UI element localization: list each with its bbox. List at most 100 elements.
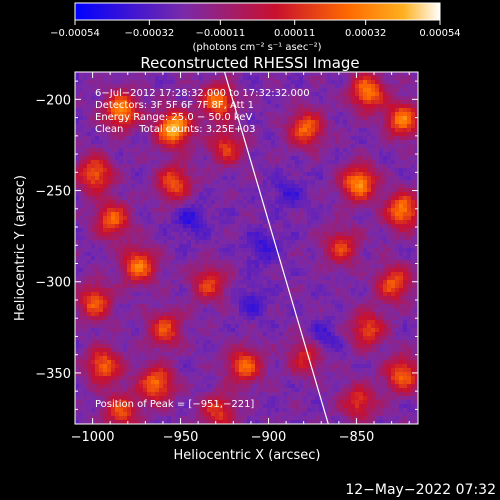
heatmap-cell	[375, 168, 380, 173]
heatmap-cell	[111, 168, 116, 173]
heatmap-cell	[187, 228, 192, 233]
heatmap-cell	[331, 180, 336, 185]
heatmap-cell	[271, 172, 276, 177]
heatmap-cell	[323, 176, 328, 181]
heatmap-cell	[203, 208, 208, 213]
heatmap-cell	[303, 116, 308, 121]
heatmap-cell	[91, 104, 96, 109]
heatmap-cell	[219, 164, 224, 169]
heatmap-cell	[307, 224, 312, 229]
heatmap-cell	[279, 156, 284, 161]
heatmap-cell	[211, 208, 216, 213]
heatmap-cell	[119, 120, 124, 125]
heatmap-cell	[123, 120, 128, 125]
heatmap-cell	[151, 276, 156, 281]
heatmap-cell	[403, 124, 408, 129]
heatmap-cell	[127, 248, 132, 253]
heatmap-cell	[119, 148, 124, 153]
heatmap-cell	[247, 120, 252, 125]
heatmap-cell	[99, 232, 104, 237]
heatmap-cell	[199, 156, 204, 161]
heatmap-cell	[259, 276, 264, 281]
heatmap-cell	[151, 76, 156, 81]
heatmap-cell	[183, 252, 188, 257]
heatmap-cell	[379, 84, 384, 89]
heatmap-cell	[115, 168, 120, 173]
heatmap-cell	[271, 252, 276, 257]
heatmap-cell	[375, 96, 380, 101]
heatmap-cell	[223, 204, 228, 209]
heatmap-cell	[255, 108, 260, 113]
heatmap-cell	[219, 284, 224, 289]
heatmap-cell	[291, 284, 296, 289]
heatmap-cell	[387, 176, 392, 181]
heatmap-cell	[303, 284, 308, 289]
heatmap-cell	[387, 208, 392, 213]
heatmap-cell	[235, 172, 240, 177]
heatmap-cell	[267, 296, 272, 301]
heatmap-cell	[155, 124, 160, 129]
heatmap-cell	[287, 280, 292, 285]
heatmap-cell	[271, 80, 276, 85]
heatmap-cell	[243, 232, 248, 237]
heatmap-cell	[95, 144, 100, 149]
heatmap-cell	[183, 192, 188, 197]
heatmap-cell	[347, 116, 352, 121]
heatmap-cell	[247, 256, 252, 261]
heatmap-cell	[127, 120, 132, 125]
heatmap-cell	[171, 136, 176, 141]
heatmap-cell	[371, 264, 376, 269]
heatmap-cell	[367, 212, 372, 217]
heatmap-cell	[407, 116, 412, 121]
heatmap-cell	[403, 156, 408, 161]
heatmap-cell	[387, 104, 392, 109]
heatmap-cell	[227, 200, 232, 205]
heatmap-cell	[283, 240, 288, 245]
heatmap-cell	[335, 216, 340, 221]
heatmap-cell	[367, 204, 372, 209]
heatmap-cell	[307, 140, 312, 145]
heatmap-cell	[127, 280, 132, 285]
heatmap-cell	[159, 232, 164, 237]
heatmap-cell	[151, 140, 156, 145]
heatmap-cell	[107, 232, 112, 237]
heatmap-cell	[259, 92, 264, 97]
heatmap-cell	[407, 92, 412, 97]
heatmap-cell	[203, 228, 208, 233]
heatmap-cell	[351, 196, 356, 201]
heatmap-cell	[395, 120, 400, 125]
heatmap-cell	[319, 144, 324, 149]
heatmap-cell	[123, 300, 128, 305]
heatmap-cell	[291, 128, 296, 133]
heatmap-cell	[139, 92, 144, 97]
heatmap-cell	[243, 200, 248, 205]
heatmap-cell	[419, 244, 424, 249]
heatmap-cell	[411, 268, 416, 273]
heatmap-cell	[187, 84, 192, 89]
heatmap-cell	[119, 280, 124, 285]
heatmap-cell	[223, 80, 228, 85]
heatmap-cell	[291, 160, 296, 165]
heatmap-cell	[271, 164, 276, 169]
heatmap-cell	[187, 216, 192, 221]
heatmap-cell	[407, 260, 412, 265]
heatmap-cell	[299, 216, 304, 221]
heatmap-cell	[311, 256, 316, 261]
heatmap-cell	[111, 192, 116, 197]
heatmap-cell	[95, 104, 100, 109]
heatmap-cell	[151, 92, 156, 97]
heatmap-cell	[207, 160, 212, 165]
heatmap-cell	[307, 268, 312, 273]
heatmap-cell	[383, 124, 388, 129]
heatmap-cell	[303, 156, 308, 161]
heatmap-cell	[403, 276, 408, 281]
heatmap-cell	[243, 116, 248, 121]
heatmap-cell	[363, 216, 368, 221]
heatmap-cell	[207, 88, 212, 93]
heatmap-cell	[207, 276, 212, 281]
heatmap-cell	[307, 284, 312, 289]
heatmap-cell	[263, 96, 268, 101]
heatmap-cell	[183, 276, 188, 281]
heatmap-cell	[415, 184, 418, 189]
heatmap-cell	[391, 104, 396, 109]
